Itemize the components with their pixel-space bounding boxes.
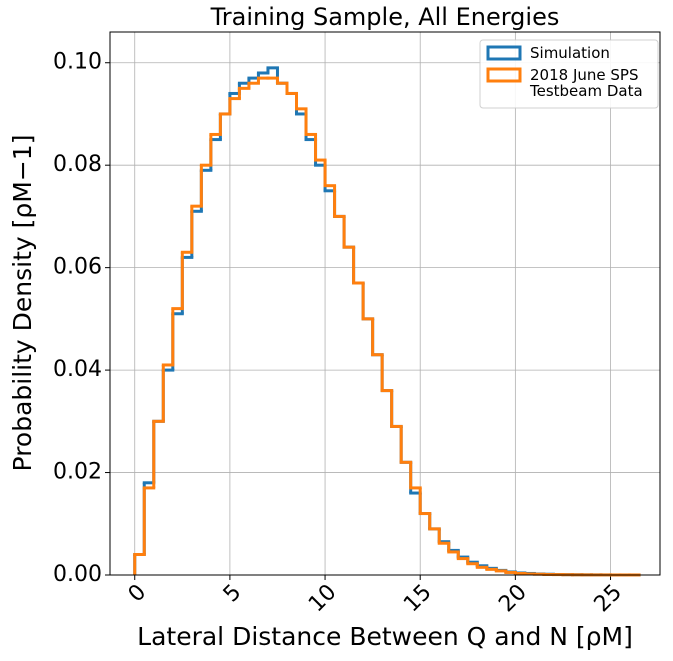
y-tick-label: 0.04 bbox=[53, 357, 102, 382]
legend-swatch bbox=[486, 67, 522, 83]
x-tick-label: 20 bbox=[494, 580, 531, 617]
x-tick-label: 0 bbox=[124, 580, 152, 608]
y-tick-label: 0.02 bbox=[53, 460, 102, 485]
x-axis-label: Lateral Distance Between Q and N [ρM] bbox=[137, 622, 633, 651]
y-tick-label: 0.00 bbox=[53, 562, 102, 587]
y-tick-label: 0.10 bbox=[53, 50, 102, 75]
plot-frame bbox=[109, 31, 661, 576]
legend-swatch bbox=[486, 45, 522, 61]
x-tick-label: 15 bbox=[399, 580, 436, 617]
x-tick-label: 10 bbox=[304, 580, 341, 617]
y-axis-label: Probability Density [ρM−1] bbox=[8, 135, 37, 472]
legend-label: Simulation bbox=[530, 44, 610, 62]
y-tick-label: 0.06 bbox=[53, 255, 102, 280]
legend-label: 2018 June SPS Testbeam Data bbox=[529, 66, 643, 100]
histogram-series bbox=[133, 76, 641, 577]
chart-title: Training Sample, All Energies bbox=[210, 3, 560, 31]
x-tick-label: 25 bbox=[590, 580, 627, 617]
x-tick-label: 5 bbox=[219, 580, 247, 608]
y-tick-label: 0.08 bbox=[53, 152, 102, 177]
legend-box bbox=[479, 39, 659, 109]
